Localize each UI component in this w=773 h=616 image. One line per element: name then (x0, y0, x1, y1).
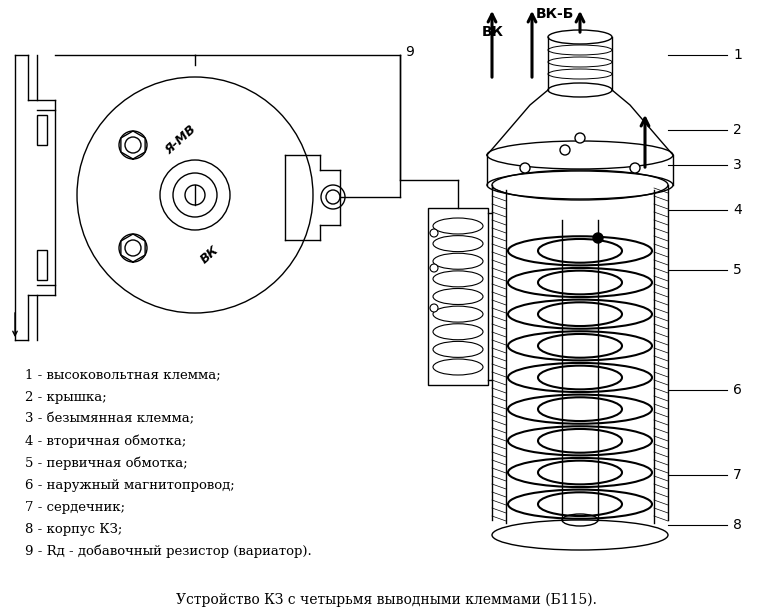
Circle shape (430, 229, 438, 237)
Bar (428, 208, 488, 385)
Text: ВК: ВК (199, 243, 222, 267)
Text: 6: 6 (733, 383, 742, 397)
Bar (37, 250, 47, 280)
Circle shape (520, 163, 530, 173)
Text: 5 - первичная обмотка;: 5 - первичная обмотка; (25, 456, 188, 470)
Text: 9: 9 (405, 45, 414, 59)
Text: 6 - наружный магнитопровод;: 6 - наружный магнитопровод; (25, 479, 235, 492)
Text: 8 - корпус КЗ;: 8 - корпус КЗ; (25, 522, 122, 535)
Text: 4: 4 (733, 203, 742, 217)
Text: ВК-Б: ВК-Б (536, 7, 574, 21)
Text: 3: 3 (733, 158, 742, 172)
Text: 2 - крышка;: 2 - крышка; (25, 391, 107, 403)
Circle shape (430, 264, 438, 272)
Text: 4 - вторичная обмотка;: 4 - вторичная обмотка; (25, 434, 186, 448)
Text: 5: 5 (733, 263, 742, 277)
Circle shape (560, 145, 570, 155)
Text: Устройство КЗ с четырьмя выводными клеммами (Б115).: Устройство КЗ с четырьмя выводными клемм… (175, 593, 597, 607)
Text: ВК: ВК (482, 25, 504, 39)
Bar (37, 115, 47, 145)
Text: 7 - сердечник;: 7 - сердечник; (25, 500, 125, 514)
Text: 1: 1 (733, 48, 742, 62)
Circle shape (593, 233, 603, 243)
Text: 8: 8 (733, 518, 742, 532)
Circle shape (430, 304, 438, 312)
Text: 2: 2 (733, 123, 742, 137)
Circle shape (630, 163, 640, 173)
Circle shape (575, 133, 585, 143)
Text: 9 - Rд - добавочный резистор (вариатор).: 9 - Rд - добавочный резистор (вариатор). (25, 545, 312, 557)
Text: 3 - безымянная клемма;: 3 - безымянная клемма; (25, 413, 194, 426)
Text: 7: 7 (733, 468, 742, 482)
Text: Я-МВ: Я-МВ (162, 123, 198, 157)
Text: 1 - высоковольтная клемма;: 1 - высоковольтная клемма; (25, 368, 221, 381)
